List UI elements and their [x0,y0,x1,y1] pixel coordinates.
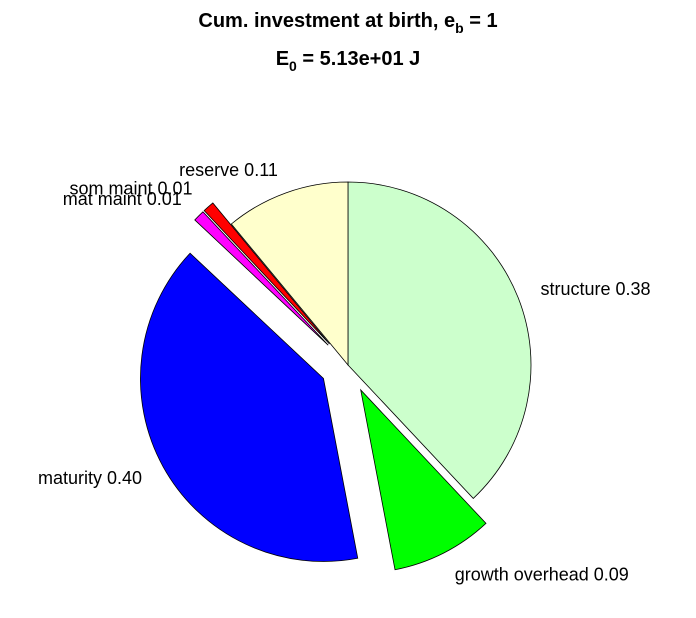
pie-slice-growth-overhead [360,388,487,571]
pie-label-reserve: reserve 0.11 [179,160,278,180]
pie-slice-reserve [230,181,349,367]
chart-title-line-2-subscript: 0 [289,58,297,74]
chart-title-line-1-tail: = 1 [464,10,498,32]
pie-slice-maturity [140,252,359,562]
pie-slice-mat-maint [194,211,329,346]
pie-slice-structure [347,181,532,499]
chart-title-line-1-subscript: b [455,20,464,36]
pie-label-maturity: maturity 0.40 [38,468,142,488]
chart-title-line-1-main: Cum. investment at birth, e [198,10,455,32]
pie-label-som-maint: som maint 0.01 [70,179,193,199]
chart-title-line-1: Cum. investment at birth, eb = 1 [198,10,497,36]
pie-label-mat-maint: mat maint 0.01 [63,189,182,209]
chart-title-line-2-main: E [276,48,289,70]
pie-slice-som-maint [203,202,330,345]
pie-labels: structure 0.38 growth overhead 0.09 maturi… [38,160,651,584]
pie-label-growth-overhead: growth overhead 0.09 [455,564,629,584]
chart-title-line-2: E0 = 5.13e+01 J [276,48,421,74]
chart-title-line-2-tail: = 5.13e+01 J [297,48,420,70]
pie-slices [140,181,532,571]
pie-label-structure: structure 0.38 [540,279,650,299]
